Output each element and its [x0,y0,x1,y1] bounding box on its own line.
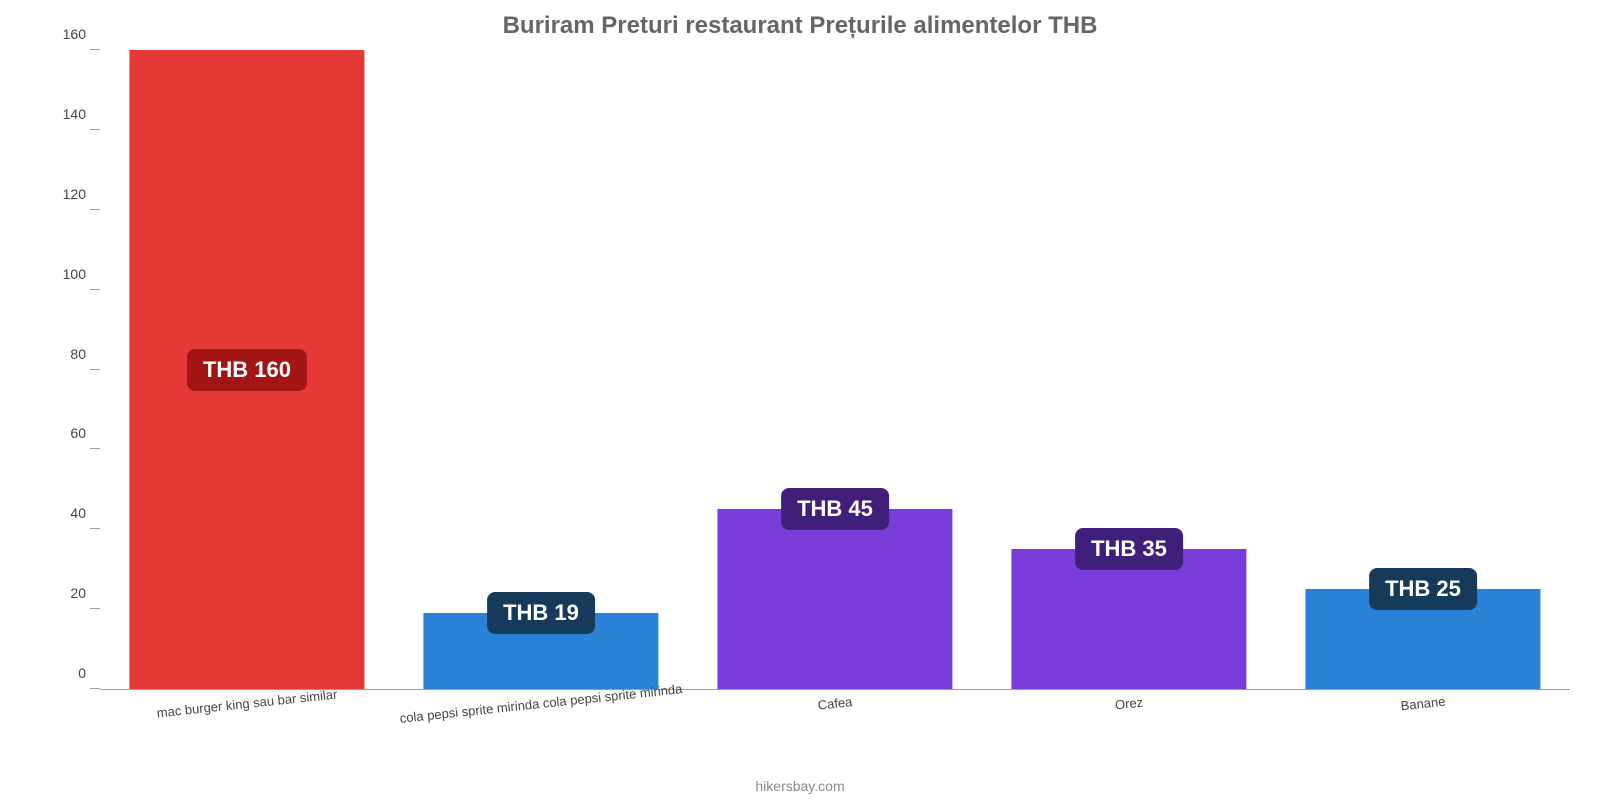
bar-slot: THB 35 [982,50,1276,689]
x-label-slot: Orez [982,690,1276,730]
bars-row: THB 160 THB 19 THB 45 THB 35 THB 25 [100,50,1570,689]
footer-credit: hikersbay.com [755,778,844,794]
x-label-slot: Banane [1276,690,1570,730]
x-labels-row: mac burger king sau bar similar cola peps… [100,690,1570,730]
bar [717,509,952,689]
x-axis-label: Banane [1400,694,1446,714]
y-axis-label: 100 [63,266,100,282]
chart-container: 020406080100120140160 THB 160THB 19THB 4… [100,50,1570,730]
y-axis-label: 40 [70,505,100,521]
plot-area: 020406080100120140160 THB 160THB 19THB 4… [100,50,1570,690]
y-tick [90,448,100,449]
bar-value-label: THB 25 [1369,568,1477,610]
y-tick [90,528,100,529]
bar-value-label: THB 45 [781,488,889,530]
bar-slot: THB 25 [1276,50,1570,689]
y-tick [90,129,100,130]
y-axis-label: 160 [63,26,100,42]
y-tick [90,688,100,689]
x-label-slot: Cafea [688,690,982,730]
y-tick [90,49,100,50]
y-axis-label: 80 [70,346,100,362]
bar-slot: THB 45 [688,50,982,689]
x-axis-label: mac burger king sau bar similar [156,687,338,721]
y-axis-label: 120 [63,186,100,202]
y-tick [90,289,100,290]
x-label-slot: mac burger king sau bar similar [100,690,394,730]
x-label-slot: cola pepsi sprite mirinda cola pepsi spr… [394,690,688,730]
bar-value-label: THB 160 [187,349,307,391]
x-axis-label: Orez [1114,695,1144,713]
y-tick [90,608,100,609]
y-tick [90,209,100,210]
y-axis-label: 20 [70,585,100,601]
bar-slot: THB 160 [100,50,394,689]
y-tick [90,369,100,370]
y-axis-label: 60 [70,425,100,441]
y-axis-label: 140 [63,106,100,122]
x-axis-label: Cafea [817,694,853,713]
bar-value-label: THB 35 [1075,528,1183,570]
bar-slot: THB 19 [394,50,688,689]
bar-value-label: THB 19 [487,592,595,634]
chart-title: Buriram Preturi restaurant Prețurile ali… [0,0,1600,52]
y-axis-label: 0 [78,665,100,681]
